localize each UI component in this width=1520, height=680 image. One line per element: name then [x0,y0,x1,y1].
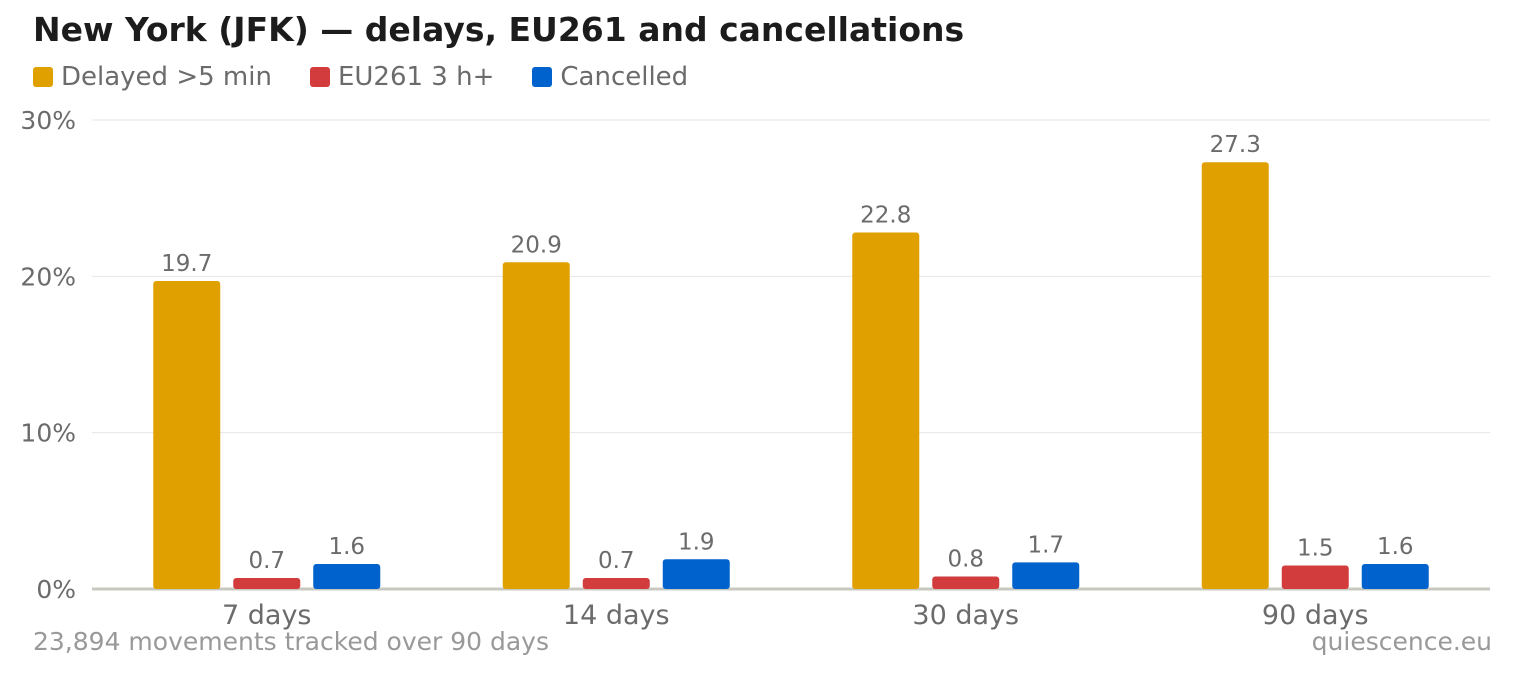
y-tick-label: 10% [20,419,76,448]
y-tick-label: 30% [20,106,76,135]
data-label: 1.9 [678,529,715,555]
data-label: 20.9 [511,232,562,258]
bar [852,232,920,589]
data-label: 1.7 [1027,532,1064,558]
legend-swatch-eu261 [309,67,330,87]
data-label: 1.6 [1377,534,1414,560]
legend-item-eu261: EU261 3 h+ [309,62,495,92]
bar [233,578,301,589]
legend-item-cancelled: Cancelled [532,62,688,92]
legend-label-delayed: Delayed >5 min [61,62,272,92]
data-label: 1.6 [328,534,365,560]
legend: Delayed >5 min EU261 3 h+ Cancelled [33,60,726,94]
legend-item-delayed: Delayed >5 min [33,62,272,92]
bar [1201,162,1269,589]
legend-label-eu261: EU261 3 h+ [337,62,495,92]
x-tick-label: 7 days [222,600,312,631]
data-label: 22.8 [860,203,911,229]
x-tick-label: 90 days [1262,600,1369,631]
data-label: 0.7 [598,548,635,574]
data-label: 1.5 [1297,536,1334,562]
data-label: 27.3 [1210,132,1261,158]
footer-source: quiescence.eu [1311,627,1492,656]
bar [1012,562,1080,589]
legend-swatch-delayed [33,67,53,87]
bar [662,559,730,589]
bar [582,578,650,589]
data-label: 0.7 [248,548,285,574]
y-tick-label: 0% [36,575,76,604]
legend-label-cancelled: Cancelled [560,62,689,92]
footer-note: 23,894 movements tracked over 90 days [33,627,549,656]
chart-title: New York (JFK) — delays, EU261 and cance… [33,10,965,49]
data-label: 0.8 [947,546,984,572]
bar [932,576,1000,589]
x-tick-label: 14 days [563,600,670,631]
bar [313,563,381,589]
legend-swatch-cancelled [532,67,553,87]
x-tick-label: 30 days [912,600,1019,631]
y-tick-label: 20% [20,262,76,291]
bar [1361,563,1429,589]
bar [1281,565,1349,589]
data-label: 19.7 [161,251,212,277]
bar [153,281,221,589]
bar [502,262,570,589]
